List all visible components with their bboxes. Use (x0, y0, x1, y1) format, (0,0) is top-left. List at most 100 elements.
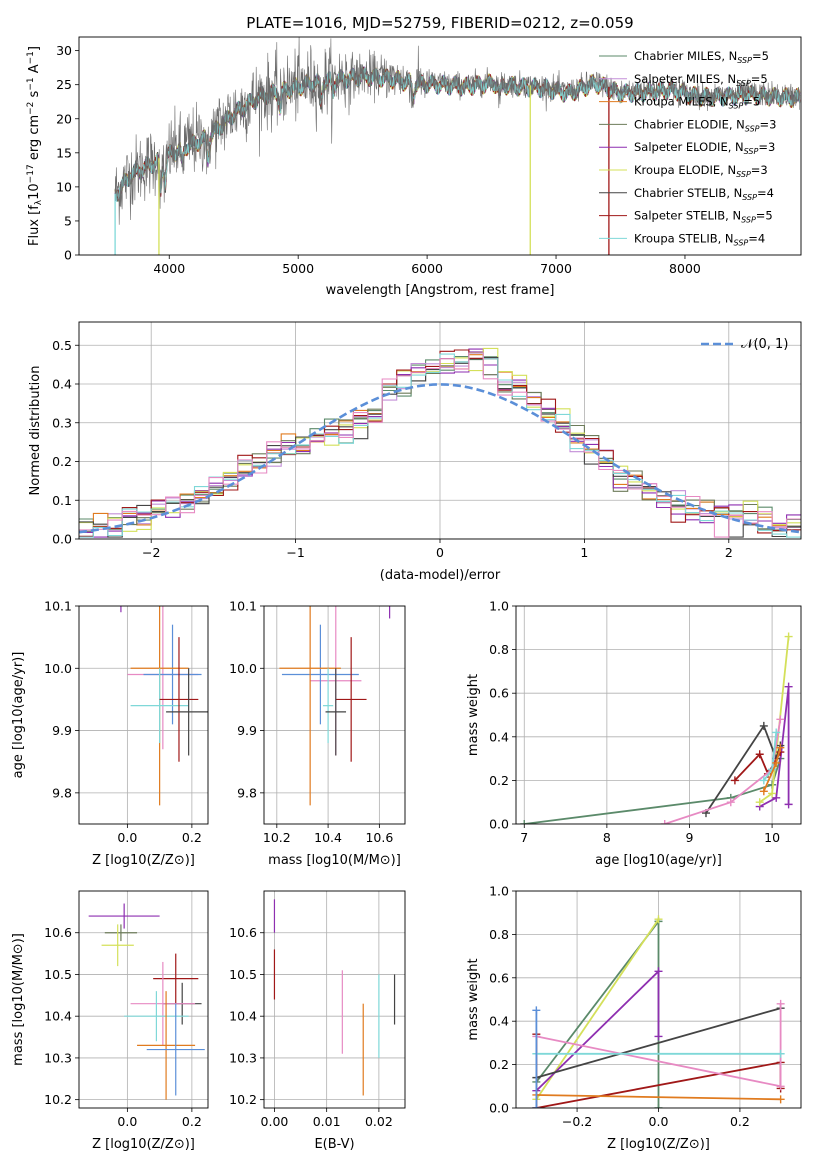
x-tick-label: 6000 (411, 261, 443, 276)
y-tick-label: 1.0 (489, 884, 509, 899)
legend-label: 𝒩(0, 1) (741, 337, 788, 352)
x-tick-label: 0.02 (365, 1114, 393, 1129)
y-tick-label: 10.6 (44, 925, 72, 940)
x-tick-label: 0.0 (649, 1114, 669, 1129)
y-axis-label: mass weight (466, 958, 481, 1040)
y-tick-label: 10.1 (44, 599, 72, 614)
panel-residuals: −2 −1 0 1 2 0.0 0.1 0.2 0.3 0.4 0.5 (data-model)/er… (28, 321, 802, 583)
x-tick-label: −1 (286, 545, 304, 560)
y-tick-label: 10.4 (44, 1009, 72, 1024)
x-tick-label: 5000 (282, 261, 314, 276)
weight-marker (654, 1032, 663, 1041)
legend-label: Salpeter ELODIE, NSSP=3 (634, 140, 775, 156)
y-tick-label: 10.5 (44, 967, 72, 982)
x-tick-label: 7 (520, 830, 528, 845)
weight-marker (654, 1104, 663, 1108)
legend-subscript: SSP (744, 147, 759, 156)
axes-frame (263, 605, 406, 825)
y-tick-label: 0.6 (489, 686, 509, 701)
legend-nssp: =5 (743, 95, 760, 109)
legend-label: Chabrier STELIB, NSSP=4 (634, 186, 774, 202)
panel-mass_vs_Z: 0.0 0.2 10.2 10.3 10.4 10.5 10.6 Z [log10(Z/Z⊙)… (11, 890, 209, 1152)
normal-curve (79, 383, 801, 534)
x-axis-label: (data-model)/error (380, 568, 501, 583)
legend-label: Chabrier MILES, NSSP=5 (634, 49, 769, 65)
axes-frame (263, 890, 406, 1109)
y-tick-label: 0.4 (52, 377, 72, 392)
weight-marker (784, 632, 793, 641)
axes-frame (78, 605, 209, 825)
weight-marker (759, 787, 768, 796)
y-tick-label: 0 (64, 248, 72, 263)
x-tick-label: 9 (686, 830, 694, 845)
axes-frame (515, 890, 802, 1109)
legend-text: Kroupa ELODIE, N (634, 163, 736, 177)
y-label-part: −1 (26, 77, 36, 90)
y-tick-label: 0.4 (489, 729, 509, 744)
legend-nssp: =3 (758, 140, 775, 154)
y-tick-label: 10.6 (229, 925, 257, 940)
axes-frame (515, 605, 802, 825)
x-tick-label: 8000 (669, 261, 701, 276)
x-tick-label: 0.01 (313, 1114, 341, 1129)
x-tick-label: 0 (436, 545, 444, 560)
axes-frame (78, 890, 209, 1109)
y-label-part: −2 (26, 102, 36, 115)
y-tick-label: 10.2 (44, 1092, 72, 1107)
plot-area (516, 606, 801, 824)
legend-nssp: =4 (757, 186, 774, 200)
weight-line (759, 686, 790, 808)
weight-line (536, 1094, 781, 1101)
weight-marker (776, 1095, 785, 1104)
y-tick-label: 0.0 (52, 532, 72, 547)
y-tick-label: 10.4 (229, 1009, 257, 1024)
legend-subscript: SSP (742, 193, 757, 202)
plot-area (516, 891, 801, 1108)
x-tick-label: 1 (580, 545, 588, 560)
y-tick-label: 10.5 (229, 967, 257, 982)
weight-marker (755, 798, 764, 807)
panel-age_vs_Z: 0.0 0.2 9.8 9.9 10.0 10.1 Z [log10(Z/Z⊙)] age [… (11, 599, 209, 868)
x-tick-label: 10.4 (314, 830, 342, 845)
x-tick-label: 0.2 (182, 830, 202, 845)
x-tick-label: 0.0 (117, 830, 137, 845)
y-tick-label: 10.3 (229, 1050, 257, 1065)
y-tick-label: 25 (56, 77, 72, 92)
x-tick-label: 10.6 (365, 830, 393, 845)
weight-marker (772, 728, 781, 737)
weight-marker (660, 820, 669, 824)
axes-frame (78, 321, 802, 540)
weight-line (535, 918, 660, 1108)
weight-marker (776, 743, 785, 752)
legend: Chabrier MILES, NSSP=5 Salpeter MILES, N S… (599, 49, 776, 247)
weight-marker (776, 715, 785, 724)
x-tick-label: 0.2 (730, 1114, 750, 1129)
x-tick-label: −0.2 (562, 1114, 592, 1129)
legend-text: Salpeter MILES, N (634, 72, 736, 86)
y-tick-label: 9.8 (237, 785, 257, 800)
y-tick-label: 0.5 (52, 338, 72, 353)
x-tick-label: 8 (603, 830, 611, 845)
weight-marker (759, 721, 768, 730)
chart-title: PLATE=1016, MJD=52759, FIBERID=0212, z=0… (246, 14, 633, 32)
x-tick-label: 10 (764, 830, 780, 845)
panel-weight_vs_Z: −0.2 0.0 0.2 0.0 0.2 0.4 0.6 0.8 1.0 Z [log10(Z/Z… (466, 884, 802, 1152)
y-tick-label: 0.4 (489, 1014, 509, 1029)
x-axis-label: mass [log10(M/M⊙)] (268, 853, 401, 868)
weight-marker (520, 820, 529, 824)
legend-text: Kroupa MILES, N (634, 95, 729, 109)
observed-spectrum-line (114, 37, 800, 225)
y-tick-label: 9.9 (237, 723, 257, 738)
y-tick-label: 0.3 (52, 415, 72, 430)
legend-nssp: =5 (752, 49, 769, 63)
y-label-part: s (27, 90, 42, 101)
legend-text: Salpeter STELIB, N (634, 209, 741, 223)
y-axis-label: age [log10(age/yr)] (11, 652, 26, 779)
legend-text: Chabrier ELODIE, N (634, 117, 745, 131)
plot-area (79, 322, 801, 539)
weight-marker (654, 967, 663, 976)
y-tick-label: 0.6 (489, 970, 509, 985)
weight-marker (654, 915, 663, 924)
plot-area (79, 891, 208, 1108)
